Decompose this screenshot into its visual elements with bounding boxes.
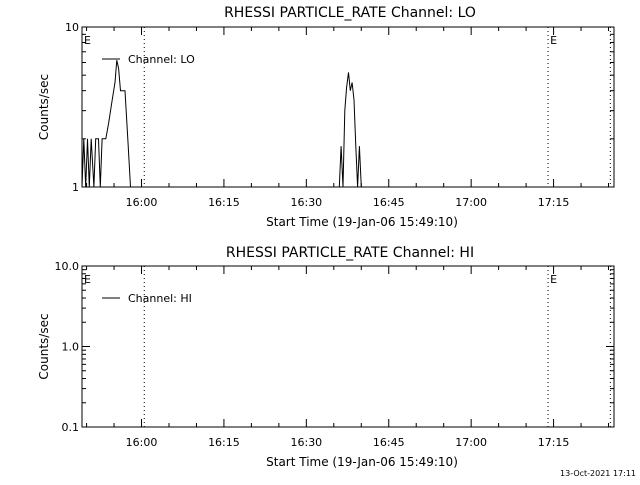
e-marker-label: E (84, 34, 91, 47)
x-tick-label: 16:30 (290, 436, 322, 449)
x-tick-label: 17:00 (455, 196, 487, 209)
y-tick-label: 1.0 (62, 341, 80, 354)
x-tick-label: 16:15 (208, 196, 240, 209)
e-marker-label: E (84, 273, 91, 286)
chart-title: RHESSI PARTICLE_RATE Channel: LO (224, 5, 476, 21)
x-tick-label: 16:15 (208, 436, 240, 449)
plot-frame (81, 26, 615, 188)
y-tick-label: 1 (72, 181, 79, 194)
plot-frame (81, 265, 615, 428)
x-axis-label: Start Time (19-Jan-06 15:49:10) (266, 215, 458, 229)
y-axis-label: Counts/sec (37, 313, 51, 379)
series-line-segment (81, 60, 131, 188)
chart-title: RHESSI PARTICLE_RATE Channel: HI (226, 245, 474, 261)
y-axis-label: Counts/sec (37, 74, 51, 140)
x-tick-label: 17:15 (538, 196, 570, 209)
x-tick-label: 16:45 (373, 436, 405, 449)
legend-label: Channel: HI (128, 292, 192, 305)
series-line-segment (338, 72, 362, 188)
y-tick-label: 10 (65, 21, 79, 34)
x-tick-label: 17:15 (538, 436, 570, 449)
legend-label: Channel: LO (128, 53, 195, 66)
x-tick-label: 16:00 (126, 196, 158, 209)
footer-timestamp: 13-Oct-2021 17:11 (560, 469, 636, 478)
x-tick-label: 16:00 (126, 436, 158, 449)
y-tick-label: 0.1 (62, 421, 80, 434)
x-tick-label: 17:00 (455, 436, 487, 449)
y-tick-label: 10.0 (55, 260, 80, 273)
x-axis-label: Start Time (19-Jan-06 15:49:10) (266, 455, 458, 469)
x-tick-label: 16:30 (290, 196, 322, 209)
e-marker-label: E (550, 273, 557, 286)
e-marker-label: E (550, 34, 557, 47)
x-tick-label: 16:45 (373, 196, 405, 209)
